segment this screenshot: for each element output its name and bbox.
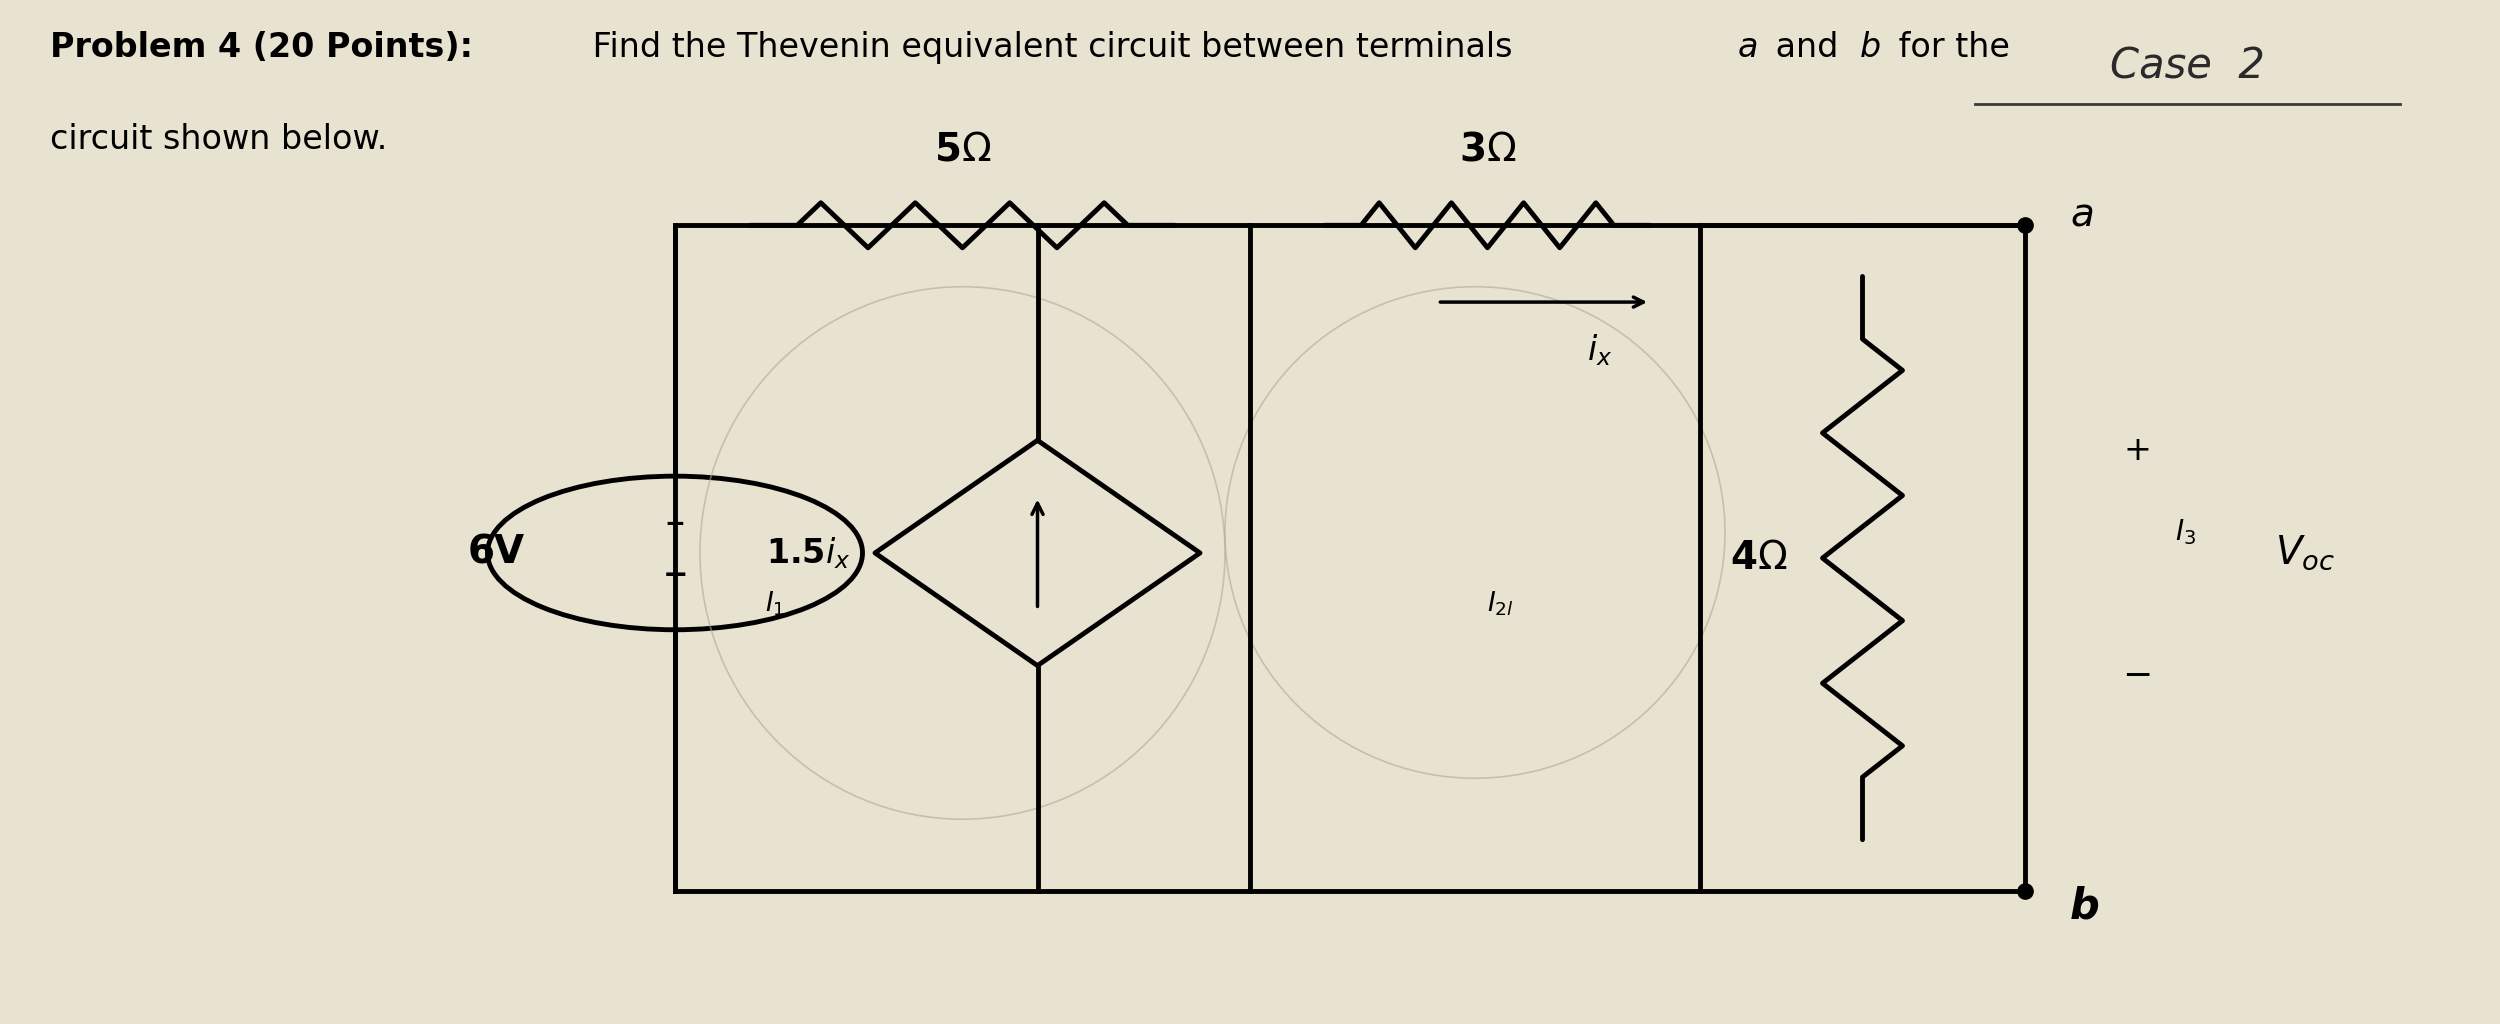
Text: a: a <box>1737 31 1757 63</box>
Text: $i_x$: $i_x$ <box>1588 333 1612 369</box>
Text: 4$\Omega$: 4$\Omega$ <box>1730 539 1787 578</box>
Text: 3$\Omega$: 3$\Omega$ <box>1460 131 1515 169</box>
Text: b: b <box>1860 31 1880 63</box>
Text: a: a <box>2070 196 2095 234</box>
Text: −: − <box>662 561 688 590</box>
Text: $I_3$: $I_3$ <box>2175 517 2195 548</box>
Text: for the: for the <box>1888 31 2010 63</box>
Text: circuit shown below.: circuit shown below. <box>50 123 388 156</box>
Text: −: − <box>2122 658 2152 693</box>
Text: Problem 4 (20 Points):: Problem 4 (20 Points): <box>50 31 472 63</box>
Text: and: and <box>1765 31 1850 63</box>
Text: +: + <box>2122 434 2152 467</box>
Text: $I_1$: $I_1$ <box>765 590 785 618</box>
Text: 5$\Omega$: 5$\Omega$ <box>935 131 990 169</box>
Text: 1.5$i_x$: 1.5$i_x$ <box>765 536 850 570</box>
Text: Case  2: Case 2 <box>2110 45 2265 88</box>
Text: $V_{oc}$: $V_{oc}$ <box>2275 534 2335 572</box>
Text: +: + <box>665 512 685 537</box>
Text: Find the Thevenin equivalent circuit between terminals: Find the Thevenin equivalent circuit bet… <box>582 31 1522 63</box>
Text: $I_{2l}$: $I_{2l}$ <box>1488 590 1512 618</box>
Text: 6V: 6V <box>468 534 525 572</box>
Text: b: b <box>2070 885 2100 928</box>
